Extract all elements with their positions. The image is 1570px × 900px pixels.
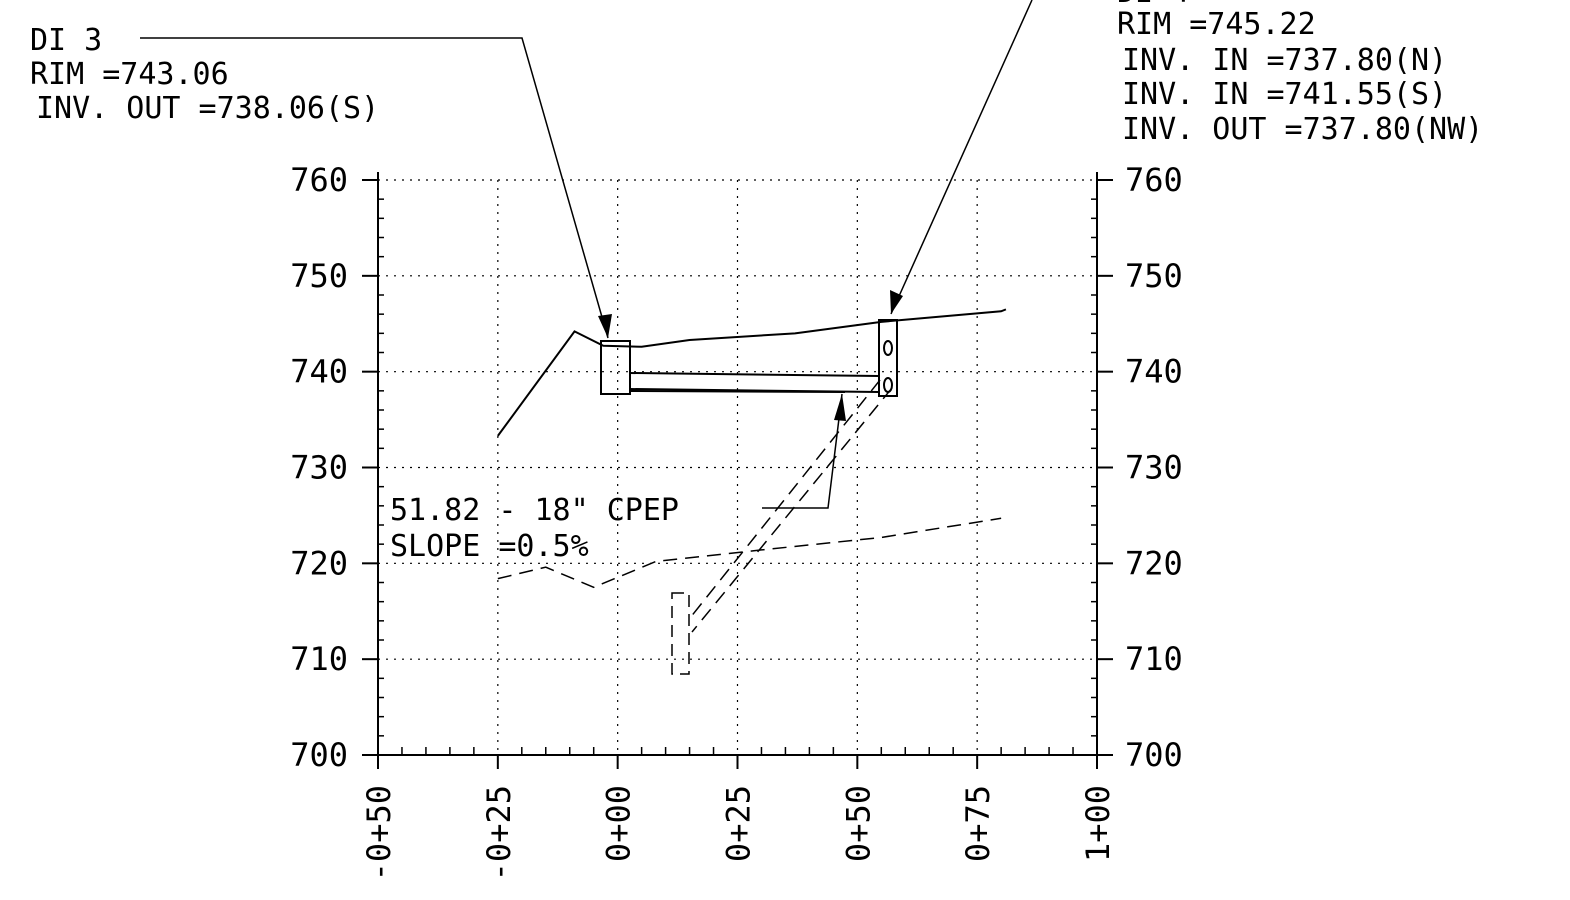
elevation-label-right: 730 [1125, 449, 1183, 487]
station-label: 0+25 [720, 785, 758, 862]
elevation-label-right: 750 [1125, 257, 1183, 295]
profile-marks [497, 308, 1007, 675]
pipe-label-arrowhead [834, 394, 846, 421]
callout-di4-arrowhead [890, 290, 903, 314]
callout-di3-inv-out: INV. OUT =738.06(S) [36, 91, 379, 126]
connector-pipe-upper [689, 379, 881, 619]
elevation-label-right: 700 [1125, 736, 1183, 774]
grid-layer [378, 179, 1097, 755]
callout-di4-inv-in-n: INV. IN =737.80(N) [1122, 43, 1447, 78]
pipe-label: 51.82 - 18" CPEP SLOPE =0.5% [390, 393, 846, 564]
connector-pipe-lower [691, 387, 893, 633]
callout-di4-inv-out: INV. OUT =737.80(NW) [1122, 112, 1483, 147]
pipe-label-size: 51.82 - 18" CPEP [390, 493, 679, 528]
pipe-label-leader [762, 393, 843, 509]
elevation-label-left: 740 [290, 353, 348, 391]
elevation-label-left: 750 [290, 257, 348, 295]
callout-di4-name: DI 4 [1117, 0, 1189, 10]
pipe-top [629, 372, 880, 377]
station-label: 1+00 [1079, 785, 1117, 862]
callout-di4-leader [890, 0, 1033, 315]
station-label: -0+50 [360, 785, 398, 881]
structure-di4 [878, 319, 898, 397]
elevation-label-left: 760 [290, 161, 348, 199]
elevation-label-right: 710 [1125, 640, 1183, 678]
proposed-grade-line [497, 308, 1007, 437]
callout-di4-inv-in-s: INV. IN =741.55(S) [1122, 77, 1447, 112]
elevation-label-left: 700 [290, 736, 348, 774]
station-label: 0+00 [600, 785, 638, 862]
callout-di4-rim: RIM =745.22 [1117, 7, 1316, 42]
callout-di3-leader [140, 37, 609, 339]
structure-di3 [600, 340, 631, 395]
pipe-label-slope: SLOPE =0.5% [390, 529, 589, 564]
elevation-label-right: 720 [1125, 544, 1183, 582]
elevation-label-left: 720 [290, 544, 348, 582]
station-label: 0+50 [839, 785, 877, 862]
elevation-label-right: 760 [1125, 161, 1183, 199]
existing-structure [671, 592, 690, 675]
callout-di3-rim: RIM =743.06 [30, 57, 229, 92]
station-label: 0+75 [959, 785, 997, 862]
station-label: -0+25 [480, 785, 518, 881]
pipe-invert [629, 390, 846, 393]
callout-di3: DI 3 RIM =743.06 INV. OUT =738.06(S) [30, 23, 612, 339]
elevation-label-right: 740 [1125, 353, 1183, 391]
pipe-opening-upper [883, 340, 893, 356]
elevation-label-left: 710 [290, 640, 348, 678]
axes-layer: 700 700 710 710 720 720 730 730 740 740 750 750 760 7… [290, 161, 1183, 881]
existing-ground-line [497, 517, 1002, 589]
elevation-label-left: 730 [290, 449, 348, 487]
callout-di4: DI 4 RIM =745.22 INV. IN =737.80(N) INV.… [890, 0, 1483, 315]
callout-di3-arrowhead [598, 314, 612, 338]
callout-di3-name: DI 3 [30, 23, 102, 58]
